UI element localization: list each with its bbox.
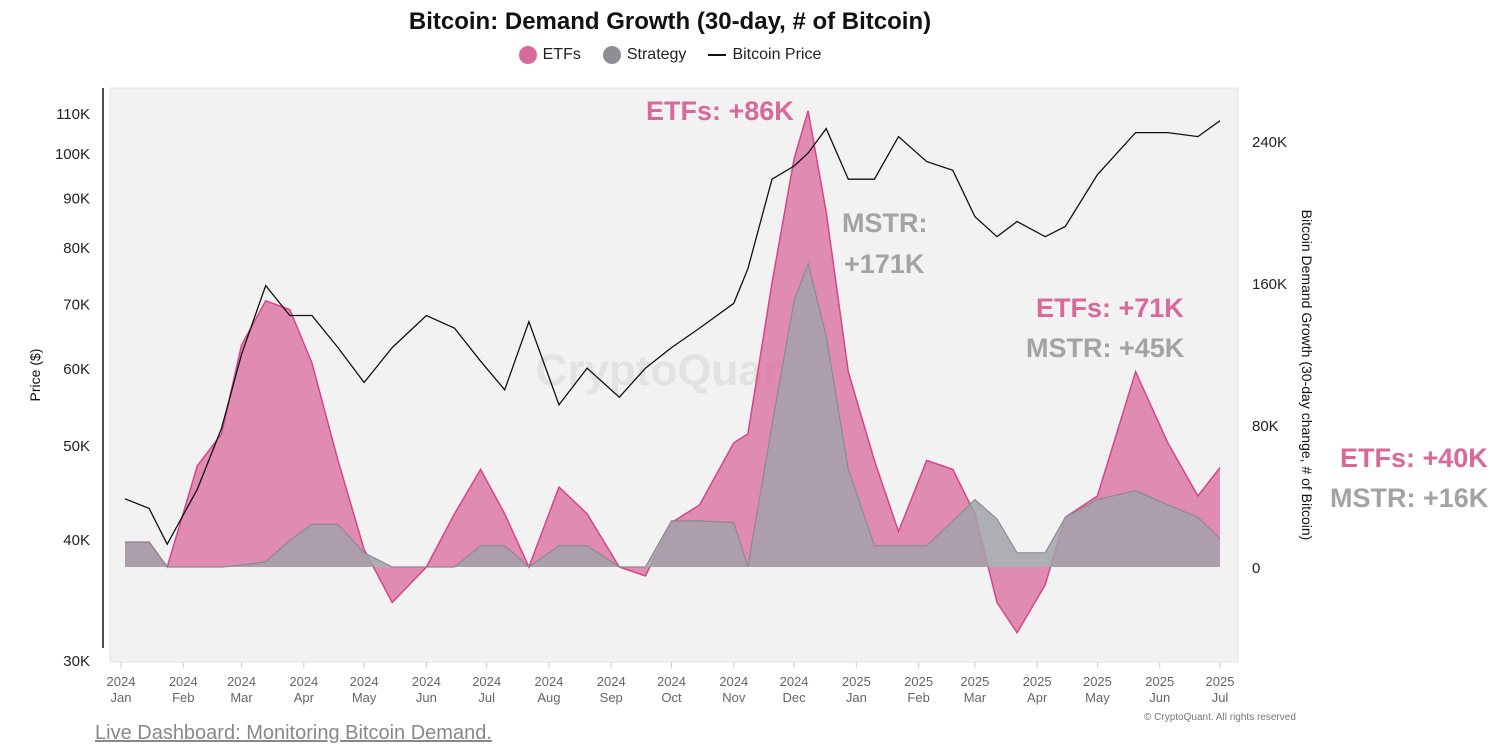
x-tick-year: 2024 xyxy=(472,674,501,689)
x-tick-year: 2024 xyxy=(289,674,318,689)
left-tick-label: 40K xyxy=(63,532,90,549)
right-tick-label: 0 xyxy=(1252,560,1260,577)
x-tick-year: 2025 xyxy=(842,674,871,689)
legend-item-etfs[interactable]: ETFs xyxy=(518,46,581,64)
right-axis-title: Bitcoin Demand Growth (30-day change, # … xyxy=(1299,210,1315,541)
x-tick-year: 2024 xyxy=(597,674,626,689)
etfs-line xyxy=(125,110,1221,635)
x-tick-month: May xyxy=(1085,690,1110,705)
x-tick-year: 2024 xyxy=(534,674,563,689)
x-tick-year: 2024 xyxy=(350,674,379,689)
x-tick-month: Aug xyxy=(537,690,560,705)
left-tick-label: 60K xyxy=(63,361,90,378)
x-tick-year: 2024 xyxy=(107,674,136,689)
left-tick-label: 90K xyxy=(63,190,90,207)
left-tick-label: 110K xyxy=(56,106,90,123)
left-tick-label: 30K xyxy=(63,653,90,670)
x-tick-year: 2024 xyxy=(719,674,748,689)
x-tick-month: Apr xyxy=(294,690,315,705)
left-tick-label: 70K xyxy=(63,296,90,313)
x-tick-year: 2024 xyxy=(227,674,256,689)
dashboard-link[interactable]: Live Dashboard: Monitoring Bitcoin Deman… xyxy=(95,722,492,744)
etfs-area xyxy=(125,110,1220,633)
left-tick-label: 50K xyxy=(63,438,90,455)
right-tick-label: 240K xyxy=(1252,134,1287,151)
x-tick-year: 2025 xyxy=(1023,674,1052,689)
legend-marker-price xyxy=(708,54,727,56)
legend-label: Strategy xyxy=(626,46,687,63)
x-tick-month: Sep xyxy=(600,690,623,705)
legend-item-strategy[interactable]: Strategy xyxy=(602,46,687,64)
x-tick-year: 2025 xyxy=(1145,674,1174,689)
legend-marker-etfs xyxy=(518,46,537,64)
annotation-etfs-jul: ETFs: +40K xyxy=(1340,443,1488,473)
x-tick-year: 2025 xyxy=(1206,674,1235,689)
right-tick-label: 160K xyxy=(1252,276,1287,293)
x-tick-month: Dec xyxy=(782,690,806,705)
x-tick-year: 2025 xyxy=(1083,674,1112,689)
chart-title: Bitcoin: Demand Growth (30-day, # of Bit… xyxy=(408,8,932,35)
x-tick-year: 2025 xyxy=(904,674,933,689)
x-tick-year: 2024 xyxy=(657,674,686,689)
x-tick-month: Feb xyxy=(907,690,929,705)
x-tick-month: Jun xyxy=(1149,690,1170,705)
legend-label: Bitcoin Price xyxy=(732,46,822,63)
price-line xyxy=(124,120,1221,546)
x-tick-month: May xyxy=(352,690,377,705)
strategy-line xyxy=(125,261,1221,568)
x-tick-month: Oct xyxy=(661,690,682,705)
x-tick-year: 2024 xyxy=(780,674,809,689)
left-tick-label: 80K xyxy=(63,240,90,257)
annotation-etfs-may: ETFs: +71K xyxy=(1036,293,1184,323)
left-axis-title: Price ($) xyxy=(27,349,43,402)
legend-marker-strategy xyxy=(602,46,621,64)
annotation-mstr-jul: MSTR: +16K xyxy=(1330,483,1489,513)
legend-item-price[interactable]: Bitcoin Price xyxy=(708,46,821,64)
x-tick-year: 2024 xyxy=(412,674,441,689)
annotation-mstr-may: MSTR: +45K xyxy=(1026,333,1185,363)
x-tick-year: 2024 xyxy=(169,674,198,689)
annotation-mstr-dec-value: +171K xyxy=(844,249,925,279)
x-tick-year: 2025 xyxy=(960,674,989,689)
strategy-area xyxy=(125,263,1220,567)
left-tick-label: 100K xyxy=(55,146,90,163)
annotation-etfs-dec: ETFs: +86K xyxy=(646,96,794,126)
legend-label: ETFs xyxy=(542,46,581,63)
x-tick-month: Mar xyxy=(964,690,987,705)
right-tick-label: 80K xyxy=(1252,418,1279,435)
x-tick-month: Mar xyxy=(230,690,253,705)
x-tick-month: Jul xyxy=(1212,690,1229,705)
copyright: © CryptoQuant. All rights reserved xyxy=(1144,712,1296,723)
x-tick-month: Jan xyxy=(111,690,132,705)
annotation-mstr-dec-label: MSTR: xyxy=(842,208,928,238)
x-tick-month: Jan xyxy=(846,690,867,705)
x-tick-month: Apr xyxy=(1027,690,1048,705)
x-tick-month: Nov xyxy=(722,690,746,705)
x-tick-month: Jul xyxy=(478,690,495,705)
x-tick-month: Jun xyxy=(416,690,437,705)
x-tick-month: Feb xyxy=(172,690,194,705)
legend: ETFs Strategy Bitcoin Price xyxy=(0,46,1340,64)
